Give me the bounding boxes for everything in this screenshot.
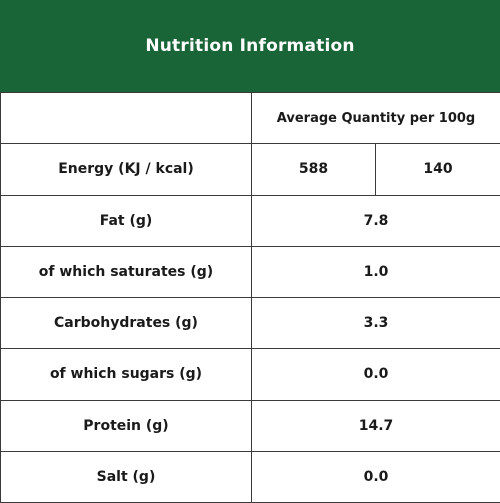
- energy-kj-value: 588: [252, 144, 376, 195]
- protein-value: 14.7: [252, 400, 500, 451]
- saturates-value: 1.0: [252, 246, 500, 297]
- salt-value: 0.0: [252, 451, 500, 502]
- table-header-row: Average Quantity per 100g: [1, 93, 500, 144]
- protein-row: Protein (g) 14.7: [1, 400, 500, 451]
- carbohydrates-row: Carbohydrates (g) 3.3: [1, 298, 500, 349]
- column-header: Average Quantity per 100g: [252, 93, 500, 144]
- energy-kcal-value: 140: [376, 144, 500, 195]
- nutrition-header: Nutrition Information: [0, 0, 500, 92]
- protein-label: Protein (g): [1, 400, 252, 451]
- salt-row: Salt (g) 0.0: [1, 451, 500, 502]
- nutrition-table: Average Quantity per 100g Energy (KJ / k…: [0, 92, 500, 503]
- fat-row: Fat (g) 7.8: [1, 195, 500, 246]
- saturates-row: of which saturates (g) 1.0: [1, 246, 500, 297]
- carbohydrates-label: Carbohydrates (g): [1, 298, 252, 349]
- empty-header-cell: [1, 93, 252, 144]
- fat-label: Fat (g): [1, 195, 252, 246]
- nutrition-title: Nutrition Information: [145, 36, 354, 56]
- salt-label: Salt (g): [1, 451, 252, 502]
- fat-value: 7.8: [252, 195, 500, 246]
- carbohydrates-value: 3.3: [252, 298, 500, 349]
- sugars-row: of which sugars (g) 0.0: [1, 349, 500, 400]
- saturates-label: of which saturates (g): [1, 246, 252, 297]
- sugars-value: 0.0: [252, 349, 500, 400]
- energy-label: Energy (KJ / kcal): [1, 144, 252, 195]
- sugars-label: of which sugars (g): [1, 349, 252, 400]
- energy-row: Energy (KJ / kcal) 588 140: [1, 144, 500, 195]
